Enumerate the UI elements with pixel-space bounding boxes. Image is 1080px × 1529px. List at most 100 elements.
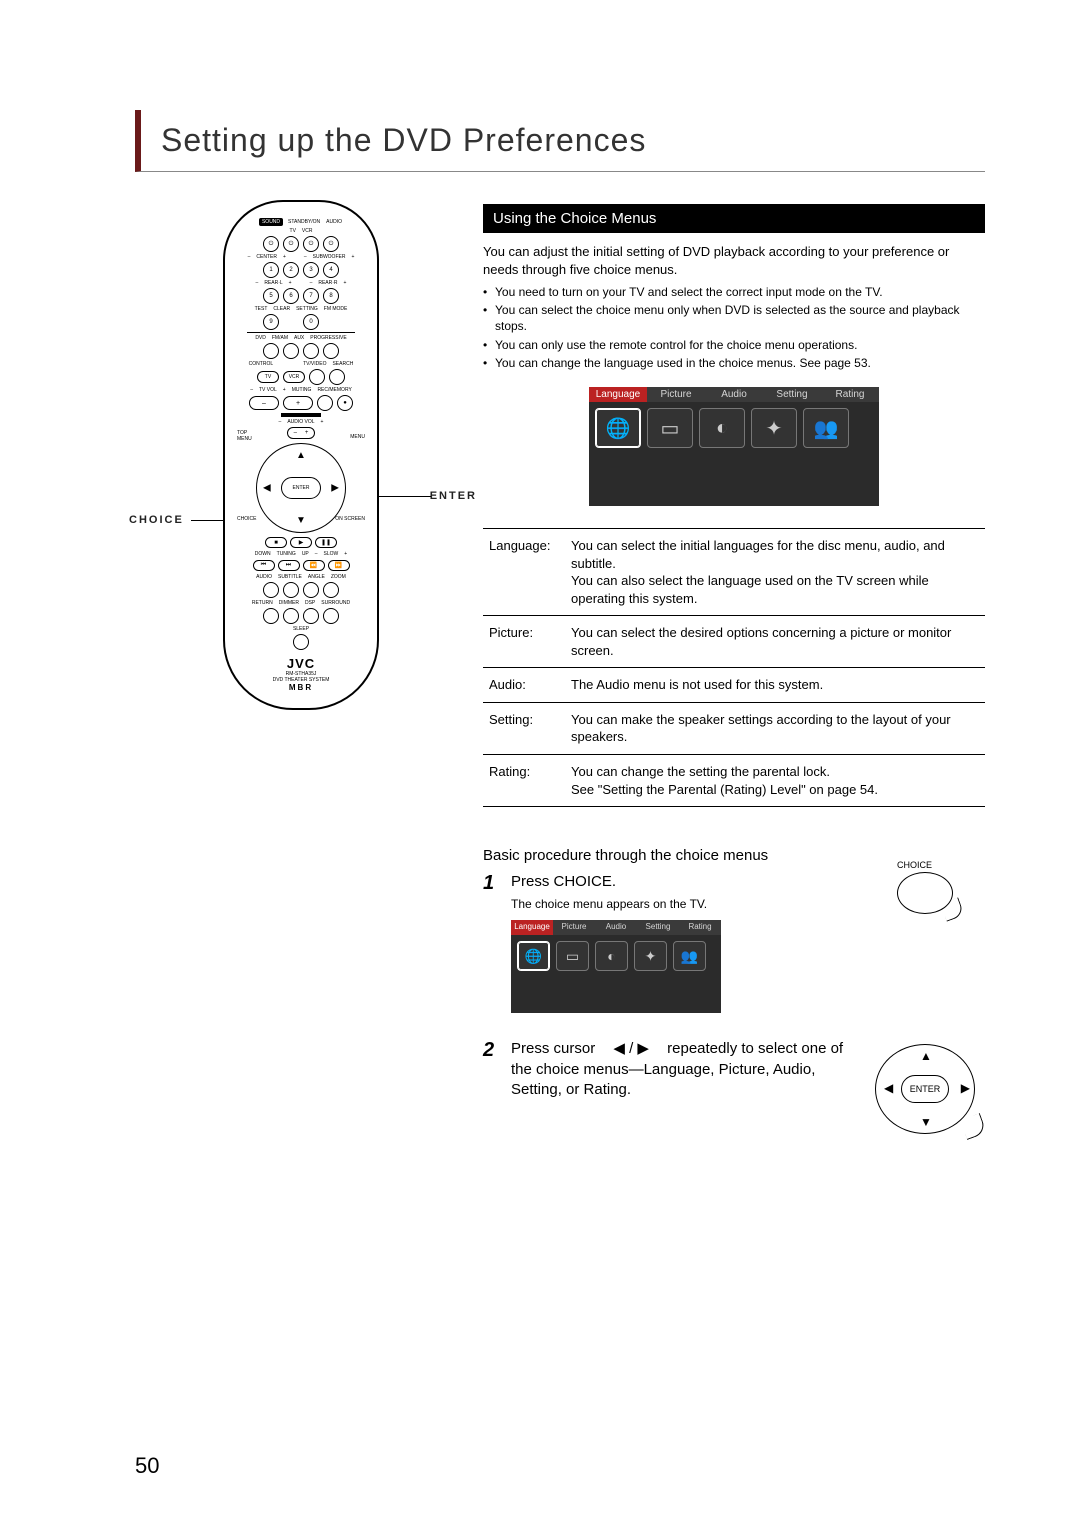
tab-setting: Setting <box>637 920 679 935</box>
btn-power-tv: ⏻ <box>283 236 299 252</box>
btn-play: ▶ <box>290 537 312 548</box>
label-return: RETURN <box>252 600 273 606</box>
def-val: You can make the speaker settings accord… <box>565 702 985 754</box>
btn-ctrl-tv: TV <box>257 371 279 383</box>
label-audio: AUDIO <box>326 219 342 225</box>
btn-5: 5 <box>263 288 279 304</box>
label-vcr: VCR <box>302 228 313 234</box>
label-setting: SETTING <box>296 306 318 312</box>
cursor-left-icon: ◀ <box>613 1040 625 1057</box>
btn-power-vcr: ⏻ <box>303 236 319 252</box>
callout-choice: CHOICE <box>129 514 184 526</box>
intro-bullets: You need to turn on your TV and select t… <box>483 284 985 371</box>
intro-text: You can adjust the initial setting of DV… <box>483 243 985 278</box>
btn-dvd <box>263 343 279 359</box>
tab-picture: Picture <box>553 920 595 935</box>
remote-diagram: ENTER CHOICE SOUND STANDBY/ON AUDIO TV V… <box>135 204 455 744</box>
mbr-label: MBR <box>233 683 369 692</box>
def-val: You can select the initial languages for… <box>565 529 985 616</box>
label-test: TEST <box>255 306 268 312</box>
label-standby: STANDBY/ON <box>288 219 320 225</box>
bullet: You need to turn on your TV and select t… <box>483 284 985 300</box>
label-tuning: TUNING <box>277 551 296 557</box>
btn-9: 9 <box>263 314 279 330</box>
table-row: Picture:You can select the desired optio… <box>483 616 985 668</box>
btn-angle <box>303 582 319 598</box>
btn-tvvideo <box>309 369 325 385</box>
label-prog: PROGRESSIVE <box>310 335 346 341</box>
label-center: CENTER <box>256 254 277 260</box>
choice-button-icon <box>897 872 953 914</box>
btn-dsp <box>303 608 319 624</box>
step-num: 2 <box>483 1039 501 1062</box>
btn-7: 7 <box>303 288 319 304</box>
table-row: Rating:You can change the setting the pa… <box>483 754 985 806</box>
tab-language: Language <box>589 387 647 402</box>
btn-dimmer <box>283 608 299 624</box>
btn-power-audio: ⏻ <box>263 236 279 252</box>
cursor-up-icon: ▲ <box>920 1049 932 1063</box>
step-subtext: The choice menu appears on the TV. <box>511 896 855 912</box>
rating-icon: 👥 <box>803 408 849 448</box>
step-text: Press CHOICE. <box>511 872 855 892</box>
def-key: Audio: <box>483 668 565 703</box>
btn-audio <box>263 582 279 598</box>
btn-prog <box>323 343 339 359</box>
label-menu: MENU <box>350 434 365 440</box>
cursor-right-icon: ▶ <box>961 1081 970 1095</box>
label-onscreen: ON SCREEN <box>335 516 365 522</box>
label-angle: ANGLE <box>308 574 325 580</box>
label-search: SEARCH <box>332 361 353 367</box>
cursor-down-icon: ▼ <box>920 1115 932 1129</box>
label-fmmode: FM MODE <box>324 306 348 312</box>
def-val: You can select the desired options conce… <box>565 616 985 668</box>
tab-language: Language <box>511 920 553 935</box>
btn-tvvol-plus: + <box>283 396 313 410</box>
choice-button-label: CHOICE <box>897 860 932 870</box>
tab-audio: Audio <box>705 387 763 402</box>
cursor-right-icon: ▶ <box>331 483 339 494</box>
btn-fmam <box>283 343 299 359</box>
label-aux: AUX <box>294 335 304 341</box>
choice-menu-screen: Language Picture Audio Setting Rating 🌐 … <box>589 387 879 506</box>
btn-zoom <box>323 582 339 598</box>
btn-search <box>329 369 345 385</box>
btn-1: 1 <box>263 262 279 278</box>
label-fmam: FM/AM <box>272 335 288 341</box>
cursor-down-icon: ▼ <box>296 515 306 526</box>
bullet: You can only use the remote control for … <box>483 337 985 353</box>
enter-button-label: ENTER <box>901 1075 949 1103</box>
btn-ff: ⏩ <box>328 560 350 571</box>
label-zoom: ZOOM <box>331 574 346 580</box>
label-audiovol: AUDIO VOL <box>287 419 314 425</box>
label-choice: CHOICE <box>237 516 256 522</box>
step-text-a: Press cursor <box>511 1040 595 1057</box>
def-key: Picture: <box>483 616 565 668</box>
label-slow: SLOW <box>324 551 339 557</box>
label-dvd: DVD <box>255 335 266 341</box>
btn-rew: ⏪ <box>303 560 325 571</box>
label-up: UP <box>302 551 309 557</box>
label-down: DOWN <box>255 551 271 557</box>
step-1: 1 Press CHOICE. The choice menu appears … <box>483 872 985 1029</box>
def-val: You can change the setting the parental … <box>565 754 985 806</box>
callout-line <box>379 496 431 497</box>
globe-icon: 🌐 <box>517 941 550 971</box>
btn-4: 4 <box>323 262 339 278</box>
tab-picture: Picture <box>647 387 705 402</box>
btn-pause: ❚❚ <box>315 537 337 548</box>
btn-0: 0 <box>303 314 319 330</box>
label-subwoofer: SUBWOOFER <box>313 254 346 260</box>
label-audio2: AUDIO <box>256 574 272 580</box>
btn-surround <box>323 608 339 624</box>
btn-return <box>263 608 279 624</box>
btn-aux <box>303 343 319 359</box>
cursor-up-icon: ▲ <box>296 450 306 461</box>
cursor-left-icon: ◀ <box>884 1081 893 1095</box>
label-recmem: REC/MEMORY <box>317 387 351 393</box>
rating-icon: 👥 <box>673 941 706 971</box>
bullet: You can change the language used in the … <box>483 355 985 371</box>
audio-vol-box: –+ <box>287 427 316 439</box>
label-rearl: REAR·L <box>264 280 282 286</box>
cursor-right-icon: ▶ <box>637 1040 649 1057</box>
